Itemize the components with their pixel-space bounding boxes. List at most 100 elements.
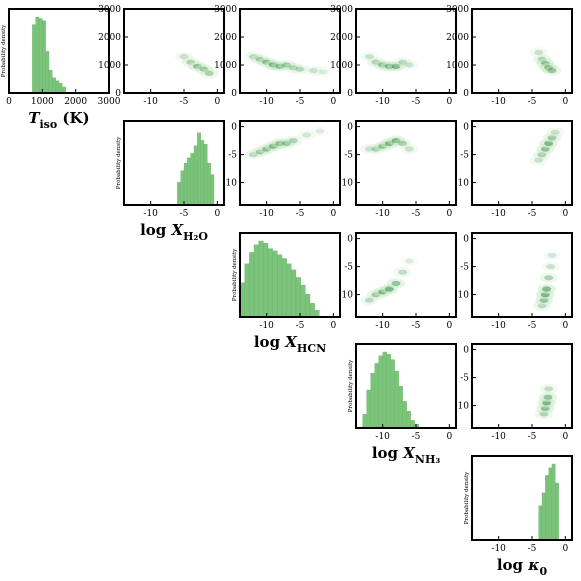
x-tick-label: 0 xyxy=(446,321,452,331)
y-tick-label: 1000 xyxy=(446,61,469,71)
histogram-bar xyxy=(281,258,287,318)
x-tick-label: -10 xyxy=(259,321,274,331)
density-blob-core xyxy=(282,140,292,146)
density-blob-outer xyxy=(393,57,412,68)
density-blob-outer xyxy=(543,250,561,261)
histogram-bar xyxy=(249,252,255,318)
y-tick-label: 2000 xyxy=(446,33,469,43)
density-blob-outer xyxy=(543,65,561,76)
density-blob-core xyxy=(255,56,265,63)
y-tick-label: -5 xyxy=(460,374,469,384)
density-blob-outer xyxy=(393,138,412,149)
density-blob-core xyxy=(315,128,325,134)
density-blob-outer xyxy=(304,65,323,76)
y-tick-label: -10 xyxy=(455,291,470,301)
hist-y-axis-label: Probability density xyxy=(348,359,354,412)
density-blob-core xyxy=(268,143,278,149)
histogram-bar xyxy=(410,420,415,429)
density-cloud xyxy=(360,135,419,154)
density-blob-core xyxy=(544,275,554,281)
density-blob-outer xyxy=(244,149,263,160)
x-tick-label: 0 xyxy=(330,209,336,219)
density-blob-outer xyxy=(291,64,309,75)
x-tick-label: -5 xyxy=(296,209,305,219)
histogram-bar xyxy=(190,153,195,206)
scatter-panel-T-vs-kappa xyxy=(471,8,573,94)
hist-y-axis-label: Probability density xyxy=(464,471,470,524)
histogram-bar xyxy=(263,243,269,318)
hist-y-axis-label: Probability density xyxy=(116,136,122,189)
x-tick-label: -10 xyxy=(143,209,158,219)
density-blob-core xyxy=(537,56,547,63)
histogram-bar xyxy=(374,363,379,429)
density-blob-core xyxy=(543,394,553,400)
density-blob-core xyxy=(204,70,214,76)
density-blob-outer xyxy=(251,146,269,157)
density-cloud xyxy=(244,126,329,160)
density-blob-core xyxy=(404,62,414,68)
y-tick-label: 2000 xyxy=(330,33,353,43)
y-tick-label: 3000 xyxy=(330,5,353,15)
histogram-bar xyxy=(378,355,383,429)
histogram-bar xyxy=(398,386,403,429)
density-blob-core xyxy=(534,49,544,56)
x-tick-label: -10 xyxy=(375,97,390,107)
density-blob-outer xyxy=(244,51,263,62)
y-tick-label: 0 xyxy=(231,123,237,133)
density-blob-outer xyxy=(311,126,329,137)
histogram-bar xyxy=(309,303,315,318)
histogram-bar xyxy=(38,18,43,94)
x-tick-label: 0 xyxy=(214,209,220,219)
density-blob-outer xyxy=(387,278,405,289)
density-blob-core xyxy=(404,258,414,264)
x-tick-label: -5 xyxy=(528,544,537,554)
y-tick-label: -5 xyxy=(228,151,237,161)
density-blob-core xyxy=(534,157,544,163)
density-blob-outer xyxy=(400,256,419,266)
histogram-bar xyxy=(253,244,259,318)
histogram-bar xyxy=(193,145,198,206)
y-tick-label: -10 xyxy=(339,291,354,301)
histogram-bar xyxy=(390,359,395,429)
x-tick-label: -5 xyxy=(180,97,189,107)
scatter-panel-H2O-vs-kappa xyxy=(471,120,573,206)
density-cloud xyxy=(360,256,419,306)
density-blob-core xyxy=(544,386,554,392)
histogram-bar xyxy=(291,269,297,318)
histogram-bar xyxy=(538,505,543,541)
histogram-bar xyxy=(286,263,292,318)
x-tick-label: 0 xyxy=(330,321,336,331)
histogram-bar xyxy=(295,277,301,318)
density-blob-outer xyxy=(539,392,557,403)
hist-panel-T xyxy=(8,8,110,94)
histogram-bar xyxy=(406,411,411,429)
histogram-bar xyxy=(45,51,50,94)
x-tick-label: -5 xyxy=(412,209,421,219)
density-blob-outer xyxy=(529,47,548,58)
density-blob-outer xyxy=(543,132,561,143)
y-tick-label: 0 xyxy=(463,346,469,356)
param-label-NH3: log XNH₃ xyxy=(372,444,441,466)
density-blob-core xyxy=(295,66,305,72)
histogram-bar xyxy=(58,82,63,94)
y-tick-label: -5 xyxy=(460,263,469,273)
hist-panel-H2O xyxy=(123,120,225,206)
density-blob-core xyxy=(318,69,328,75)
y-tick-label: -10 xyxy=(455,402,470,412)
density-blob-outer xyxy=(314,67,333,77)
density-blob-core xyxy=(539,411,549,417)
histogram-bar xyxy=(42,20,46,94)
density-blob-core xyxy=(542,400,552,406)
density-blob-core xyxy=(547,135,557,141)
density-blob-outer xyxy=(367,144,385,154)
histogram-bar xyxy=(177,182,181,206)
x-tick-label: -5 xyxy=(180,209,189,219)
density-blob-outer xyxy=(380,284,399,294)
y-tick-label: 0 xyxy=(115,89,121,99)
density-blob-core xyxy=(275,140,285,146)
density-cloud xyxy=(529,127,565,166)
x-tick-label: 1000 xyxy=(31,97,54,107)
density-blob-core xyxy=(391,138,401,144)
density-blob-core xyxy=(282,62,292,68)
x-tick-label: -10 xyxy=(259,97,274,107)
